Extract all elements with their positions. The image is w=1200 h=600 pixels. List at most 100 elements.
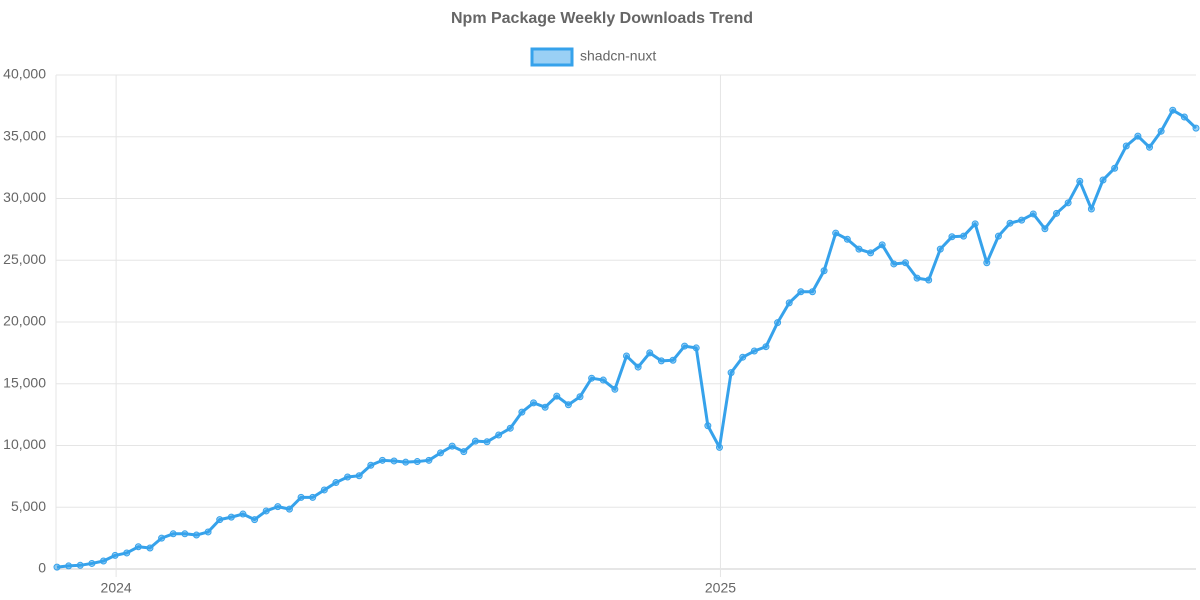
data-point [1192,124,1200,132]
data-point [994,232,1002,240]
data-point [413,458,421,466]
data-point [227,513,235,521]
data-point [564,401,572,409]
data-point [448,442,456,450]
data-point [669,356,677,364]
data-point [983,259,991,267]
data-point [750,347,758,355]
data-point [181,530,189,538]
data-point [785,299,793,307]
data-point [1169,106,1177,114]
data-point [262,507,270,515]
y-tick-label: 40,000 [3,66,46,82]
data-point [204,528,212,536]
y-tick-label: 20,000 [3,313,46,329]
data-point [1134,132,1142,140]
data-point [657,357,665,365]
data-point [309,493,317,501]
legend-label[interactable]: shadcn-nuxt [580,48,656,64]
data-point [285,505,293,513]
data-point [832,229,840,237]
data-point [158,534,166,542]
data-point [378,456,386,464]
data-point [611,385,619,393]
data-point [588,374,596,382]
data-point [390,457,398,465]
data-point [1006,219,1014,227]
data-point [1180,113,1188,121]
chart-title: Npm Package Weekly Downloads Trend [451,10,753,27]
data-point [344,473,352,481]
data-point [576,393,584,401]
data-point [76,561,84,569]
data-point [99,557,107,565]
data-point [146,544,154,552]
x-tick-label: 2024 [101,580,132,596]
data-point [518,408,526,416]
data-point [855,245,863,253]
data-point [820,267,828,275]
data-point [878,241,886,249]
y-tick-label: 15,000 [3,374,46,390]
data-point [913,274,921,282]
data-point [192,531,200,539]
data-point [739,353,747,361]
data-point [251,516,259,524]
data-point [727,369,735,377]
data-point [867,249,875,257]
data-point [646,349,654,357]
data-point [134,543,142,551]
data-point [808,288,816,296]
series-line [56,108,1198,569]
data-point [1076,177,1084,185]
data-point [774,319,782,327]
data-point [402,458,410,466]
data-point [88,559,96,567]
data-point [1018,216,1026,224]
data-point [297,493,305,501]
data-point [239,510,247,518]
data-point [925,276,933,284]
data-point [530,399,538,407]
data-point [1053,209,1061,217]
data-point [936,245,944,253]
data-point [111,551,119,559]
data-point [53,563,61,571]
data-point [890,260,898,268]
data-point [692,344,700,352]
data-point [681,342,689,350]
data-point [960,232,968,240]
data-point [274,503,282,511]
data-point [471,437,479,445]
data-point [599,376,607,384]
data-point [1064,199,1072,207]
y-tick-label: 5,000 [11,498,46,514]
data-point [553,392,561,400]
y-tick-label: 30,000 [3,189,46,205]
data-point [123,549,131,557]
data-point [971,220,979,228]
data-point [460,448,468,456]
data-point [355,472,363,480]
data-point [367,461,375,469]
data-point [65,562,73,570]
data-point [1041,225,1049,233]
data-point [715,443,723,451]
x-tick-label: 2025 [705,580,736,596]
data-point [797,288,805,296]
data-point [634,363,642,371]
data-point [506,424,514,432]
data-point [1029,210,1037,218]
data-point [948,233,956,241]
data-point [1157,127,1165,135]
data-point [762,343,770,351]
data-point [623,352,630,360]
y-tick-label: 35,000 [3,127,46,143]
data-point [169,530,177,538]
legend-swatch[interactable] [530,47,574,67]
data-point [320,486,328,494]
data-point [332,479,340,487]
data-point [1111,164,1119,172]
